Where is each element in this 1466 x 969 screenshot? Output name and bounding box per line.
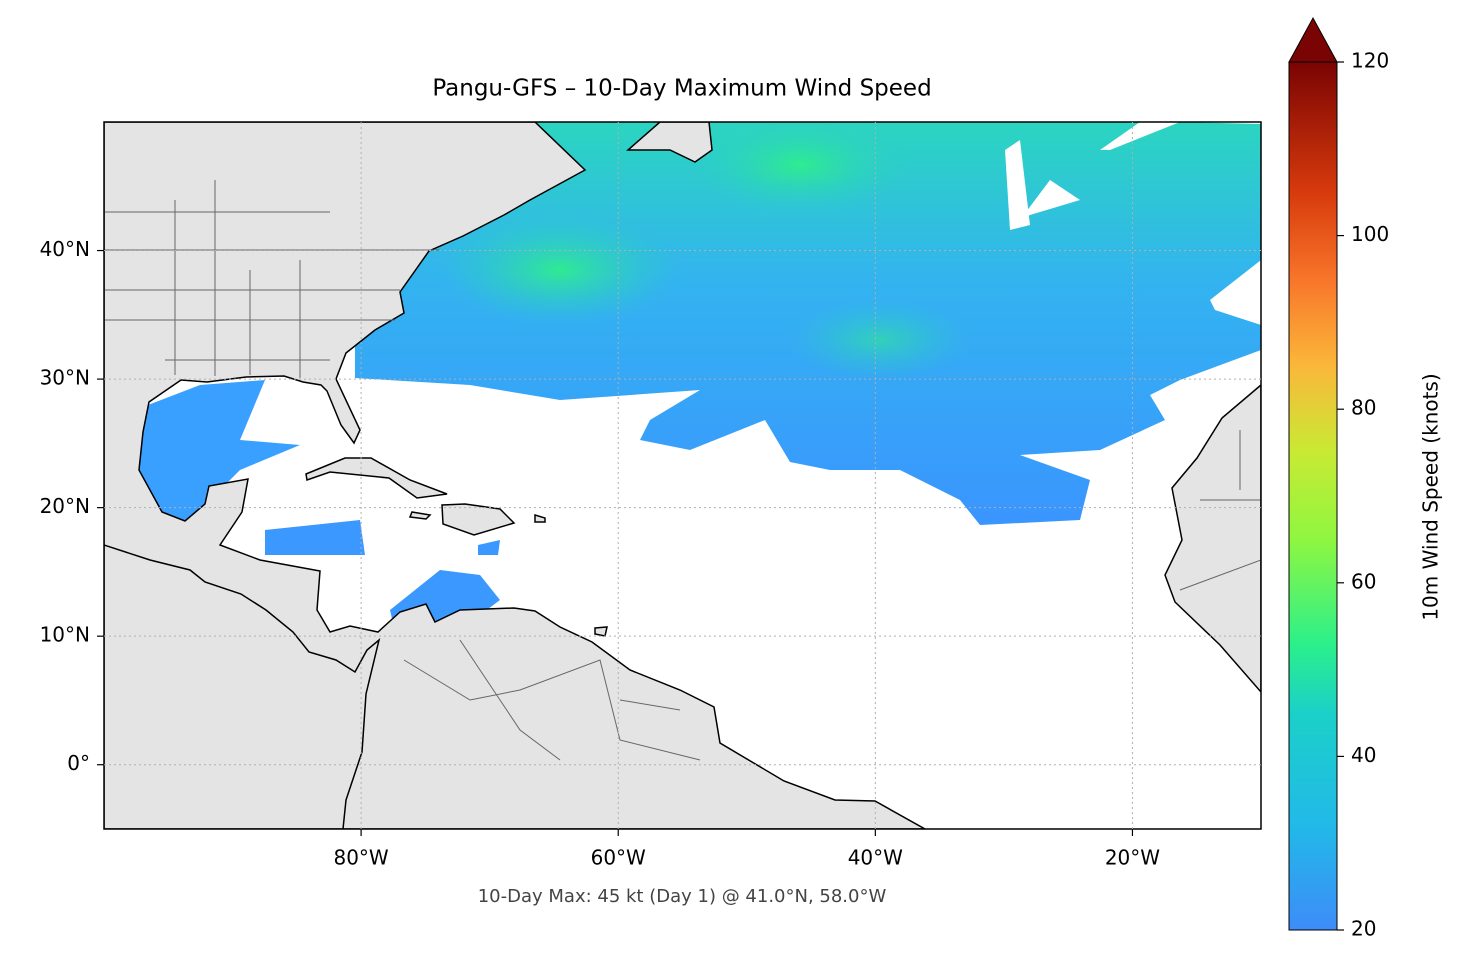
map-frame	[103, 121, 1262, 830]
land	[1164, 384, 1261, 694]
borders	[104, 180, 1261, 761]
wind-core	[690, 122, 910, 215]
map	[104, 122, 1261, 829]
y-tick-label: 0°	[67, 751, 90, 775]
wind-hole	[1005, 122, 1261, 325]
land	[104, 544, 381, 829]
wind-core	[440, 215, 680, 325]
x-tick-label: 20°W	[1105, 846, 1160, 870]
colorbar-label: 10m Wind Speed (knots)	[1419, 373, 1443, 620]
colorbar-tick-label: 40	[1351, 743, 1376, 767]
colorbar-tick-label: 60	[1351, 569, 1376, 593]
y-tick-label: 20°N	[40, 494, 90, 518]
x-tick-label: 80°W	[333, 846, 388, 870]
colorbar-tick-label: 80	[1351, 396, 1376, 420]
wind-core	[790, 300, 970, 380]
colorbar-tick-label: 120	[1351, 49, 1389, 73]
wind-field	[135, 380, 300, 520]
colorbar-tick-label: 100	[1351, 222, 1389, 246]
land	[305, 457, 448, 499]
x-tick-label: 40°W	[848, 846, 903, 870]
y-tick-label: 10°N	[40, 623, 90, 647]
annotation: 10-Day Max: 45 kt (Day 1) @ 41.0°N, 58.0…	[478, 886, 887, 907]
x-tick-label: 60°W	[591, 846, 646, 870]
colorbar-extend	[1288, 16, 1338, 63]
chart-title: Pangu-GFS – 10-Day Maximum Wind Speed	[432, 76, 931, 102]
colorbar-tick-label: 20	[1351, 917, 1376, 941]
y-tick-label: 30°N	[40, 366, 90, 390]
colorbar	[1288, 61, 1338, 931]
land	[626, 122, 713, 163]
y-tick-label: 40°N	[40, 237, 90, 261]
land	[408, 503, 608, 637]
